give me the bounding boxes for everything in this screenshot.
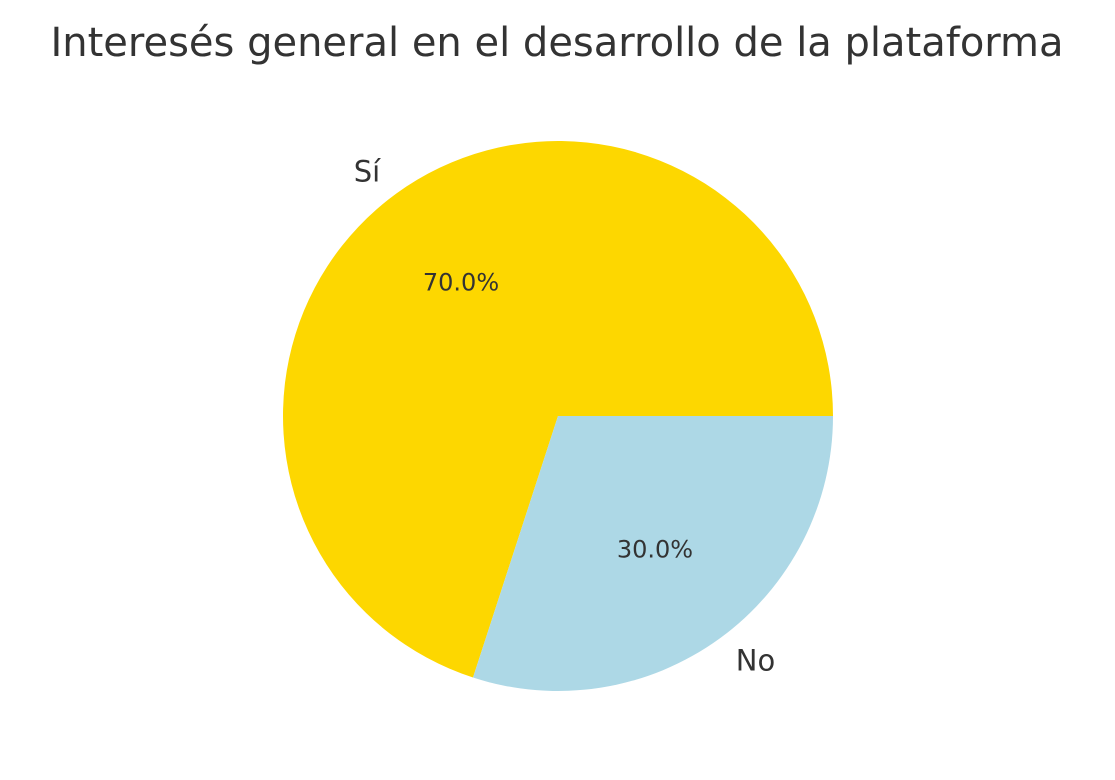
- pie-percent-no: 30.0%: [617, 535, 693, 563]
- pie-label-si: Sí: [354, 154, 381, 188]
- pie-slice-no: [473, 416, 833, 691]
- pie-percent-si: 70.0%: [423, 269, 499, 297]
- chart-title: Interesés general en el desarrollo de la…: [50, 20, 1063, 66]
- pie-slices: [282, 141, 834, 691]
- pie-labels: Sí 70.0% No 30.0%: [354, 154, 776, 677]
- pie-slice-si: [282, 141, 834, 678]
- pie-label-no: No: [736, 644, 775, 678]
